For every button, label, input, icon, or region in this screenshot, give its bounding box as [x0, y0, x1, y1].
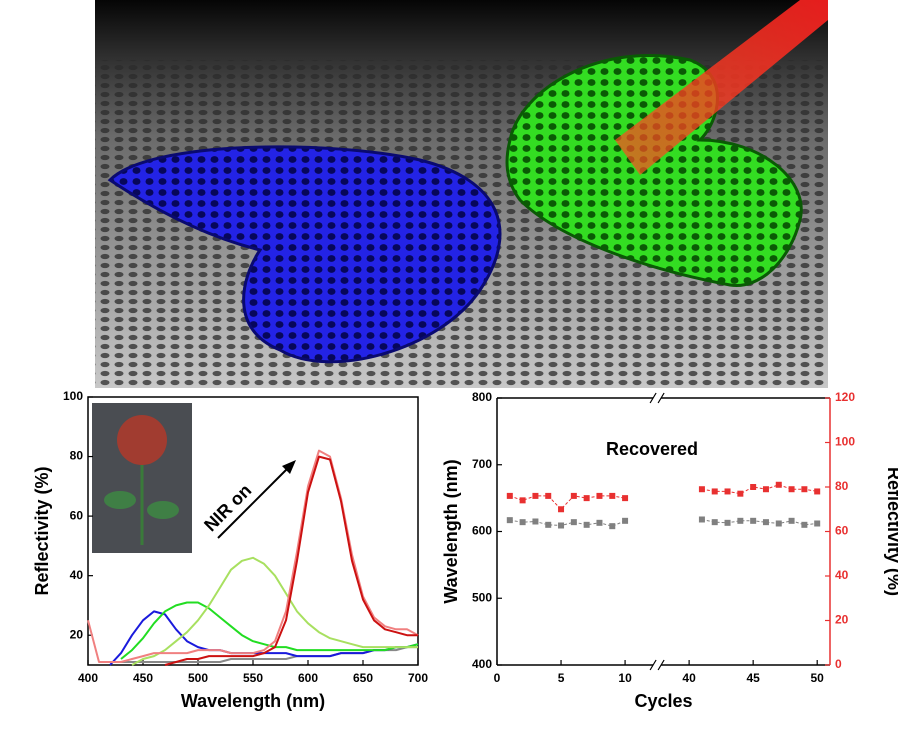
axis-break: [657, 392, 665, 404]
data-point: [570, 519, 577, 526]
data-point: [775, 520, 782, 527]
x-tick-label: 650: [353, 671, 373, 685]
x-tick-label: 450: [133, 671, 153, 685]
data-point: [532, 492, 539, 499]
data-point: [750, 484, 757, 490]
y2-tick-label: 120: [835, 390, 855, 404]
data-point: [762, 519, 769, 526]
data-point: [788, 517, 795, 524]
data-point: [596, 492, 603, 499]
y-tick-label: 700: [472, 457, 492, 471]
y-tick-label: 400: [472, 657, 492, 671]
series-line: [131, 556, 418, 666]
data-point: [506, 517, 513, 524]
data-point: [583, 495, 590, 502]
axis-break: [649, 392, 657, 404]
x-tick-label: 45: [746, 671, 760, 685]
y2-axis-label: Reflectivity (%): [884, 467, 898, 596]
data-point: [801, 486, 808, 493]
y2-tick-label: 0: [835, 657, 842, 671]
axis-break: [657, 659, 665, 671]
illustration: [95, 0, 828, 388]
data-point: [545, 492, 552, 499]
arrow-head: [282, 460, 296, 474]
data-point: [622, 495, 629, 502]
series-line: [509, 519, 818, 527]
x-axis-label: Cycles: [634, 691, 692, 711]
x-tick-label: 500: [188, 671, 208, 685]
y-axis-label: Reflectivity (%): [32, 466, 52, 595]
x-tick-label: 5: [558, 671, 565, 685]
x-tick-label: 550: [243, 671, 263, 685]
data-point: [698, 516, 705, 523]
data-point: [737, 490, 744, 497]
data-point: [545, 521, 552, 528]
x-tick-label: 600: [298, 671, 318, 685]
inset-photo: [92, 403, 192, 553]
data-point: [814, 488, 821, 495]
x-tick-label: 0: [494, 671, 501, 685]
data-point: [532, 518, 539, 525]
data-point: [558, 506, 565, 513]
series-line: [164, 455, 418, 666]
data-point: [788, 486, 795, 493]
series-line: [509, 484, 818, 510]
data-point: [609, 523, 616, 530]
data-point: [698, 486, 705, 493]
data-point: [711, 488, 718, 495]
x-tick-label: 40: [682, 671, 696, 685]
data-point: [762, 486, 769, 493]
data-point: [506, 492, 513, 499]
y2-tick-label: 20: [835, 613, 849, 627]
cycles-chart: 0 5 10 40 45 50 400 500 600 700 800 0 20 40 60 80 100 120…: [441, 390, 898, 711]
y2-tick-label: 40: [835, 568, 849, 582]
data-point: [801, 521, 808, 528]
y-tick-label: 80: [70, 449, 84, 463]
x-tick-label: 700: [408, 671, 428, 685]
y2-tick-label: 80: [835, 479, 849, 493]
data-point: [519, 497, 526, 504]
y-tick-label: 20: [70, 627, 84, 641]
series-line: [109, 610, 419, 666]
data-point: [609, 492, 616, 499]
data-point: [622, 517, 629, 524]
axis-break: [649, 659, 657, 671]
y-tick-label: 800: [472, 390, 492, 404]
data-point: [596, 519, 603, 526]
data-point: [814, 520, 821, 527]
spectra-chart: 400 450 500 550 600 650 700 20 40 60 80 100 Waveleng…: [32, 389, 428, 711]
x-tick-label: 400: [78, 671, 98, 685]
data-point: [724, 519, 731, 526]
y-tick-label: 600: [472, 524, 492, 538]
y-tick-label: 40: [70, 568, 84, 582]
data-point: [724, 488, 731, 495]
data-point: [519, 519, 526, 526]
x-axis-label: Wavelength (nm): [181, 691, 325, 711]
x-tick-label: 50: [811, 671, 825, 685]
data-point: [711, 519, 718, 526]
data-point: [750, 517, 757, 524]
y2-tick-label: 60: [835, 524, 849, 538]
y2-tick-label: 100: [835, 435, 855, 449]
data-point: [570, 492, 577, 499]
data-point: [583, 521, 590, 528]
arrow: [217, 465, 291, 539]
y-tick-label: 100: [63, 389, 83, 403]
y-tick-label: 60: [70, 508, 84, 522]
data-point: [737, 517, 744, 524]
y-tick-label: 500: [472, 590, 492, 604]
data-point: [558, 522, 565, 529]
x-tick-label: 10: [618, 671, 632, 685]
y-axis-label: Wavelength (nm): [441, 459, 461, 603]
data-point: [775, 481, 782, 488]
annotation: Recovered: [606, 439, 698, 459]
